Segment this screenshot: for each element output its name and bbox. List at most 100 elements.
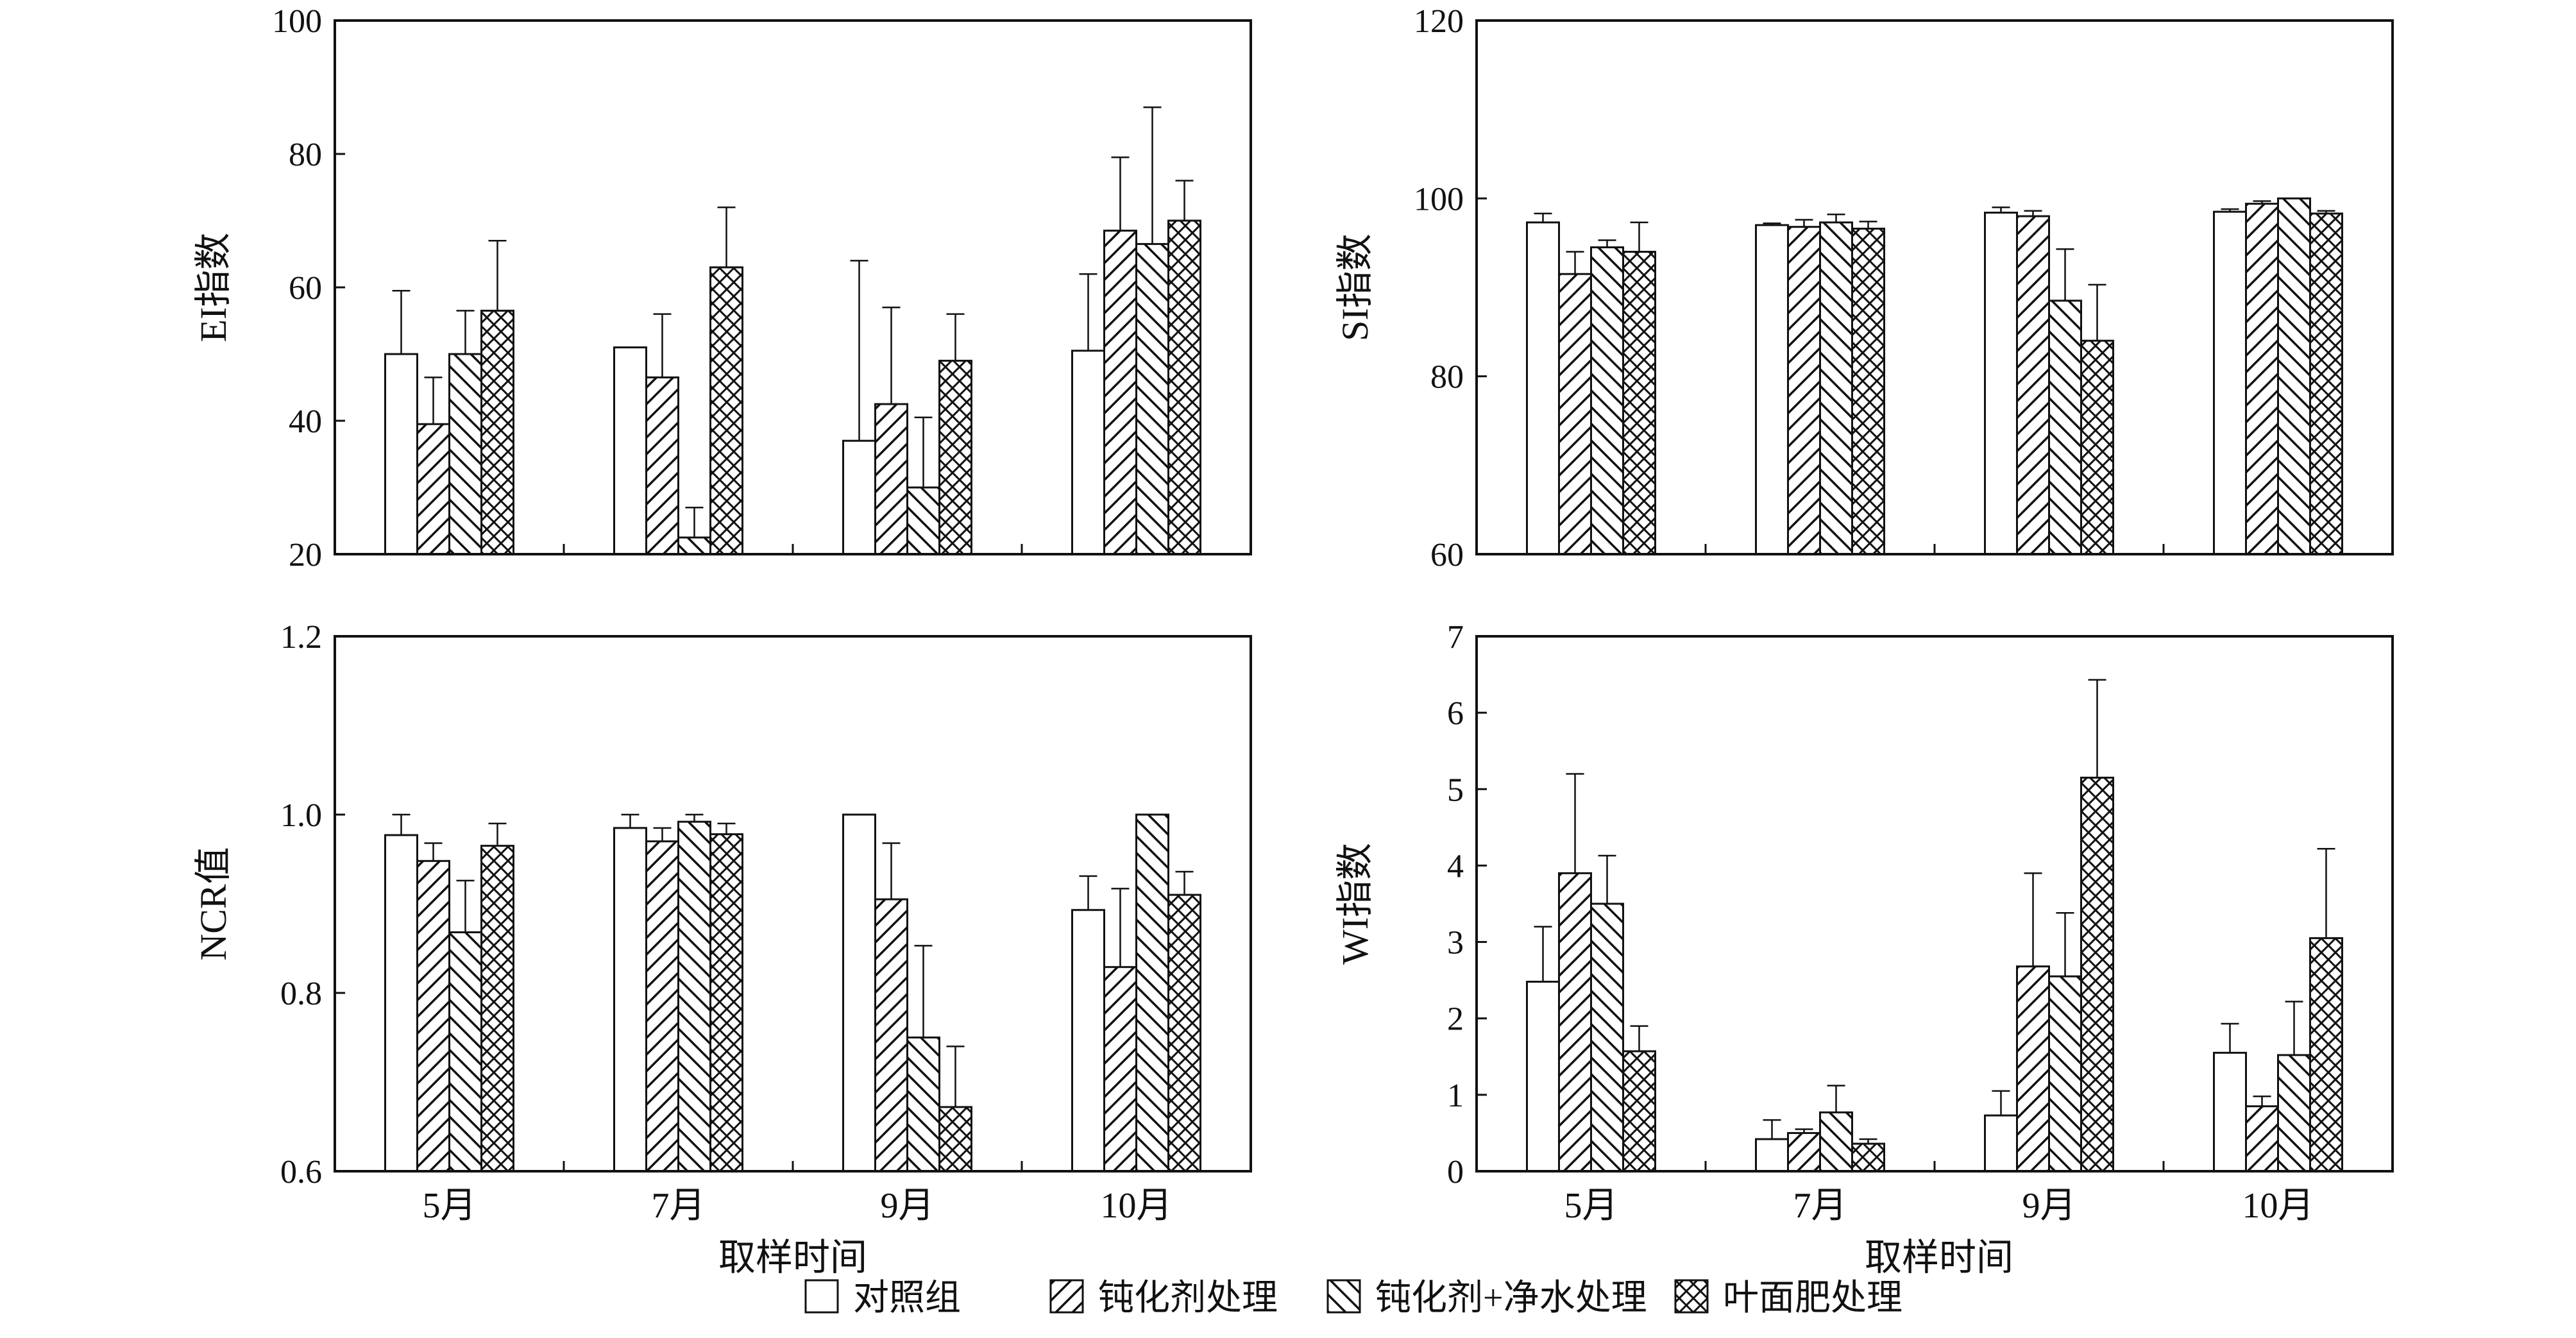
plot-frame <box>1475 19 2394 555</box>
x-tick-label: 10月 <box>1101 1186 1173 1226</box>
bar-9--series-2 <box>2048 975 2082 1173</box>
bar-7--series-0 <box>1755 1138 1789 1173</box>
bar-7--series-2 <box>677 820 711 1173</box>
y-axis-title: WI指数 <box>1334 843 1376 965</box>
legend-swatch-1 <box>1049 1279 1084 1314</box>
bar-7--series-2 <box>1819 1111 1853 1173</box>
y-tick-label: 0 <box>1447 1154 1464 1190</box>
bar-5--series-1 <box>1558 872 1592 1173</box>
ei-index-chart: 20 40 60 80 100 EI指数 <box>192 3 1252 573</box>
bar-10--series-0 <box>1071 350 1105 555</box>
shared-x-axis-title-left: 取样时间 <box>718 1237 867 1278</box>
bar-9--series-3 <box>2080 339 2114 555</box>
bar-7--series-3 <box>709 266 743 555</box>
y-axis-title: SI指数 <box>1334 233 1376 341</box>
bar-10--series-2 <box>1135 813 1169 1173</box>
y-tick-label: 4 <box>1447 848 1464 885</box>
x-tick-label: 10月 <box>2242 1186 2314 1226</box>
bar-5--series-2 <box>448 353 482 555</box>
y-axis-title: EI指数 <box>192 233 234 343</box>
bar-9--series-0 <box>842 813 876 1173</box>
y-tick-label: 3 <box>1447 925 1464 961</box>
plot-frame <box>1475 635 2394 1173</box>
bar-7--series-0 <box>613 346 647 555</box>
bar-10--series-3 <box>1167 893 1201 1173</box>
y-tick-label: 1.2 <box>280 619 322 656</box>
legend-label-2: 钝化剂+净水处理 <box>1375 1278 1647 1318</box>
bar-9--series-1 <box>2016 965 2050 1173</box>
y-tick-label: 40 <box>289 403 322 440</box>
bar-7--series-2 <box>677 536 711 555</box>
x-tick-label: 7月 <box>1793 1186 1847 1226</box>
y-tick-label: 7 <box>1447 619 1464 656</box>
bar-10--series-2 <box>2277 197 2311 555</box>
bar-10--series-0 <box>2213 210 2247 555</box>
bar-5--series-1 <box>1558 273 1592 555</box>
bar-9--series-3 <box>938 1106 972 1173</box>
y-tick-label: 5 <box>1447 772 1464 808</box>
bar-5--series-3 <box>480 309 514 555</box>
bar-9--series-0 <box>842 439 876 555</box>
x-tick-label: 9月 <box>2022 1186 2076 1226</box>
bar-7--series-1 <box>645 840 679 1173</box>
legend-label-0: 对照组 <box>853 1278 961 1318</box>
x-tick-label: 5月 <box>423 1186 477 1226</box>
x-tick-label: 7月 <box>652 1186 706 1226</box>
bar-7--series-0 <box>1755 224 1789 555</box>
bar-10--series-3 <box>2309 212 2343 555</box>
bar-9--series-3 <box>2080 776 2114 1173</box>
bar-10--series-1 <box>2245 1105 2279 1173</box>
bar-10--series-3 <box>2309 937 2343 1173</box>
bar-7--series-2 <box>1819 221 1853 555</box>
bar-5--series-2 <box>448 931 482 1173</box>
bar-7--series-1 <box>1787 226 1821 555</box>
bar-9--series-1 <box>2016 215 2050 555</box>
bar-7--series-3 <box>1851 227 1885 555</box>
bar-10--series-1 <box>2245 203 2279 555</box>
y-tick-label: 120 <box>1414 3 1464 40</box>
bar-5--series-0 <box>384 353 418 555</box>
bar-5--series-2 <box>1590 902 1624 1173</box>
y-tick-label: 100 <box>272 3 322 40</box>
bar-5--series-3 <box>1622 1050 1656 1173</box>
bar-7--series-1 <box>645 376 679 555</box>
legend: 对照组 钝化剂处理 钝化剂+净水处理 叶面肥处理 <box>804 1278 1902 1318</box>
bar-7--series-1 <box>1787 1131 1821 1173</box>
bar-9--series-2 <box>906 1037 940 1173</box>
bar-9--series-1 <box>874 403 908 555</box>
wi-index-chart: 0 1 2 3 4 5 6 7 5月 7月 9月 10月 WI指数 <box>1334 619 2394 1226</box>
bar-10--series-2 <box>2277 1054 2311 1173</box>
bar-5--series-1 <box>416 860 450 1173</box>
x-tick-label: 5月 <box>1564 1186 1618 1226</box>
bar-5--series-3 <box>480 845 514 1173</box>
bar-7--series-3 <box>1851 1142 1885 1173</box>
y-tick-label: 1 <box>1447 1078 1464 1114</box>
y-tick-label: 80 <box>1430 359 1464 396</box>
bar-7--series-0 <box>613 827 647 1173</box>
bar-5--series-2 <box>1590 246 1624 555</box>
bar-5--series-0 <box>1526 221 1560 555</box>
y-tick-label: 80 <box>289 137 322 173</box>
y-tick-label: 0.6 <box>280 1154 322 1190</box>
plot-frame <box>334 635 1252 1173</box>
legend-swatch-0 <box>804 1279 839 1314</box>
y-tick-label: 60 <box>1430 537 1464 573</box>
si-index-chart: 60 80 100 120 SI指数 <box>1334 3 2394 573</box>
bar-10--series-1 <box>1103 230 1137 555</box>
ncr-value-chart: 0.6 0.8 1.0 1.2 5月 7月 9月 10月 NCR值 <box>192 619 1252 1226</box>
bar-10--series-1 <box>1103 966 1137 1173</box>
bar-9--series-3 <box>938 359 972 555</box>
legend-label-1: 钝化剂处理 <box>1098 1278 1278 1318</box>
shared-x-axis-title-right: 取样时间 <box>1865 1237 2013 1278</box>
bar-10--series-0 <box>1071 909 1105 1173</box>
legend-swatch-2 <box>1326 1279 1361 1314</box>
y-axis-title: NCR值 <box>192 847 234 960</box>
bar-5--series-0 <box>1526 981 1560 1173</box>
y-tick-label: 0.8 <box>280 976 322 1012</box>
bar-5--series-3 <box>1622 251 1656 555</box>
bar-5--series-0 <box>384 834 418 1173</box>
bar-9--series-2 <box>906 486 940 555</box>
y-tick-label: 1.0 <box>280 797 322 834</box>
bar-10--series-3 <box>1167 219 1201 555</box>
